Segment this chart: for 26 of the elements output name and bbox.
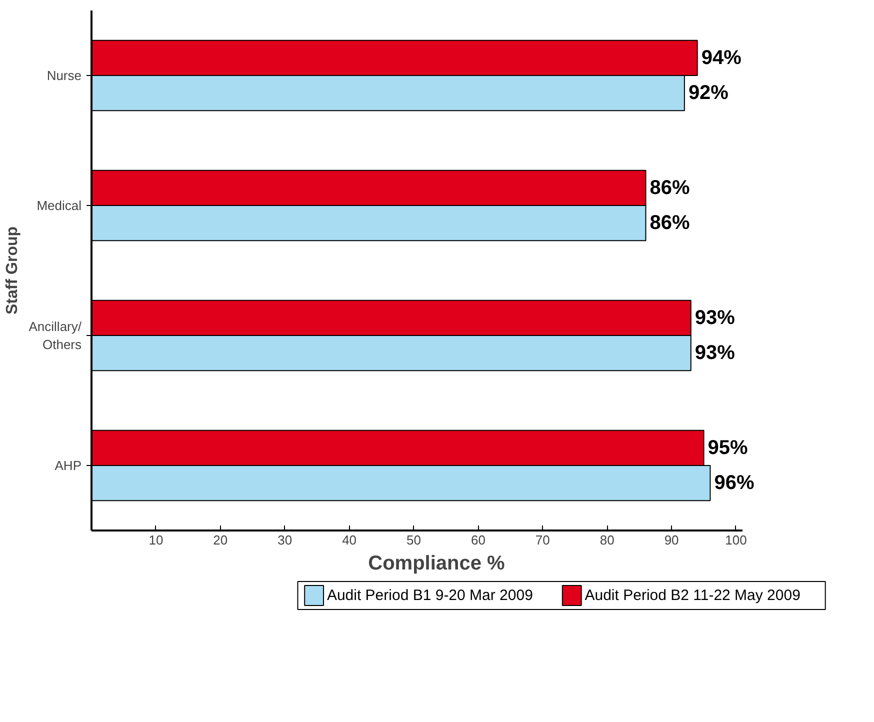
x-tick-label: 50 <box>406 532 421 548</box>
x-tick-label: 30 <box>278 532 292 548</box>
data-label: 93% <box>694 342 736 364</box>
data-label: 93% <box>694 306 736 329</box>
y-tick-label: AHP <box>54 458 82 473</box>
data-label: 96% <box>714 472 754 494</box>
y-tick-label: Nurse <box>46 68 82 83</box>
legend-label: Audit Period B1 9-20 Mar 2009 <box>326 587 533 604</box>
x-tick-label: 20 <box>213 532 228 548</box>
data-label: 92% <box>688 82 729 104</box>
x-tick-label: 70 <box>535 532 550 548</box>
x-tick-label: 60 <box>470 532 486 548</box>
x-tick-label: 100 <box>725 532 747 548</box>
data-label: 94% <box>701 46 742 69</box>
x-tick-label: 40 <box>342 532 357 548</box>
x-tick-label: 90 <box>664 532 679 548</box>
x-tick-label: 10 <box>148 532 164 548</box>
y-tick-label: Ancillary/ Others <box>28 319 82 352</box>
legend-label: Audit Period B2 11-22 May 2009 <box>584 587 800 604</box>
x-axis-title: Compliance % <box>368 552 506 574</box>
y-tick-label: Medical <box>36 198 82 213</box>
data-label: 86% <box>650 176 690 199</box>
y-axis-title: Staff Group <box>4 226 21 314</box>
data-label: 95% <box>708 436 748 459</box>
x-tick-label: 80 <box>600 532 614 548</box>
data-label: 86% <box>650 212 690 234</box>
